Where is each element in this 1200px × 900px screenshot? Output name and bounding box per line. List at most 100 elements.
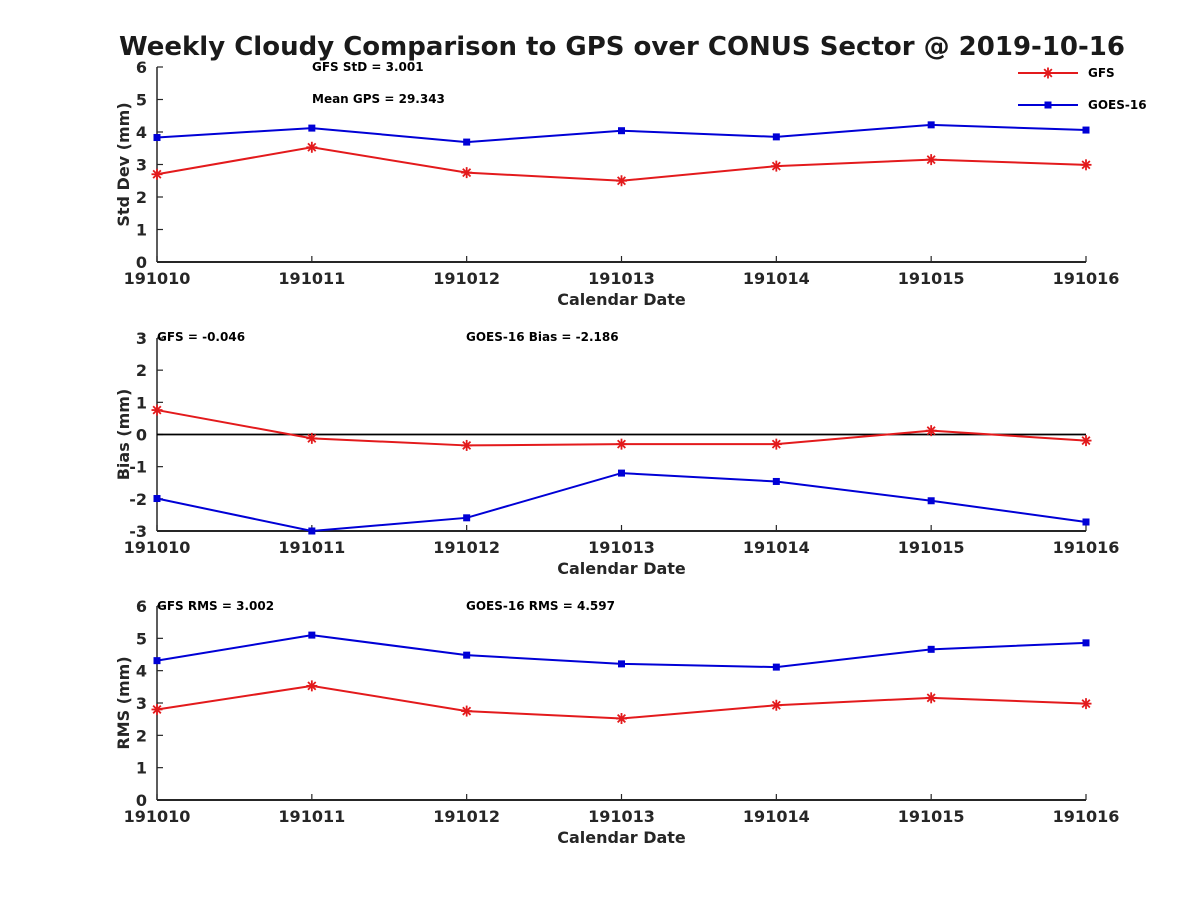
gfs-point: [306, 141, 318, 153]
gfs-point: [306, 680, 318, 692]
gfs-point-stroke-3: [152, 169, 162, 179]
gfs-point: [925, 425, 937, 437]
legend-gfs-marker-stroke-3: [1043, 68, 1053, 78]
rms-panel: 0 1 2 3 4 5 6 191010 191011 191012 191013 191014 191…: [114, 597, 1119, 847]
goes-16-point: [618, 469, 625, 477]
y-tick-label: 6: [136, 58, 147, 77]
gfs-point: [616, 175, 627, 187]
gfs-point: [1080, 159, 1092, 171]
gfs-point-stroke-3: [307, 681, 317, 691]
goes-16-point: [153, 134, 161, 142]
goes-16-point: [308, 631, 316, 639]
x-tick-label: 191016: [1053, 269, 1120, 288]
goes-16-point: [1082, 639, 1090, 647]
stat-annotation: GOES-16 RMS = 4.597: [466, 599, 615, 613]
gfs-point-stroke-3: [926, 155, 936, 165]
stat-annotation: GFS = -0.046: [157, 330, 245, 344]
gfs-point: [1080, 435, 1092, 447]
y-tick-label: -3: [129, 522, 147, 541]
gfs-point-stroke-3: [926, 426, 936, 436]
gfs-point: [151, 404, 163, 416]
y-axis-label: Std Dev (mm): [114, 102, 133, 226]
gfs-point-stroke-3: [771, 439, 781, 449]
gfs-point: [925, 154, 937, 166]
chart-title: Weekly Cloudy Comparison to GPS over CON…: [119, 32, 1125, 62]
goes-16-point: [153, 495, 161, 503]
goes-16-point: [1082, 126, 1090, 134]
std-dev-panel: 0 1 2 3 4 5 6 191010 191011 191012 191013 191014 191…: [114, 58, 1119, 309]
goes-16-point: [618, 127, 625, 135]
y-tick-label: 4: [136, 662, 147, 681]
gfs-point: [616, 438, 627, 450]
gfs-point: [151, 168, 163, 180]
legend-gfs-marker: [1042, 67, 1054, 79]
gfs-point-stroke-3: [617, 176, 626, 186]
gfs-point-stroke-3: [617, 439, 626, 449]
x-tick-label: 191016: [1053, 807, 1120, 826]
goes-16-point: [463, 514, 471, 522]
x-tick-label: 191012: [433, 538, 500, 557]
gfs-point-stroke-3: [617, 714, 626, 724]
y-tick-label: 6: [136, 597, 147, 616]
goes-16-point: [772, 663, 780, 671]
gfs-point-stroke-3: [462, 440, 472, 450]
goes-16-series-line: [156, 472, 1087, 533]
x-tick-label: 191015: [898, 807, 965, 826]
y-tick-label: 2: [136, 188, 147, 207]
x-tick-label: 191013: [588, 807, 655, 826]
goes-16-point: [1082, 518, 1090, 526]
gfs-point-stroke-3: [926, 693, 936, 703]
goes-16-point: [927, 645, 935, 653]
y-tick-label: 1: [136, 393, 147, 412]
x-tick-label: 191010: [124, 269, 191, 288]
goes-16-point: [463, 138, 471, 146]
legend-goes-label: GOES-16: [1088, 98, 1147, 112]
stat-annotation: GFS RMS = 3.002: [157, 599, 274, 613]
gfs-point-stroke-3: [462, 168, 472, 178]
y-tick-label: 1: [136, 221, 147, 240]
y-tick-label: 1: [136, 759, 147, 778]
goes-16-point: [308, 527, 316, 535]
y-tick-label: 5: [136, 629, 147, 648]
chart-legend: GFS GOES-16: [1018, 66, 1147, 112]
x-tick-label: 191014: [743, 807, 810, 826]
x-tick-label: 191012: [433, 269, 500, 288]
y-axis-label: RMS (mm): [114, 656, 133, 749]
y-tick-label: 2: [136, 361, 147, 380]
gfs-point-stroke-3: [152, 405, 162, 415]
x-axis-label: Calendar Date: [557, 828, 686, 847]
goes-16-point: [927, 497, 935, 505]
goes-16-point: [772, 477, 780, 485]
x-tick-label: 191015: [898, 538, 965, 557]
gfs-point: [616, 713, 627, 725]
gfs-point: [461, 167, 473, 179]
legend-gfs-label: GFS: [1088, 66, 1115, 80]
goes-16-point: [463, 651, 471, 659]
gfs-point-stroke-3: [771, 700, 781, 710]
y-tick-label: 5: [136, 91, 147, 110]
y-axis-label: Bias (mm): [114, 389, 133, 481]
gfs-point-stroke-3: [1081, 699, 1091, 709]
gfs-point-stroke-3: [307, 142, 317, 152]
x-axis-label: Calendar Date: [557, 559, 686, 578]
x-tick-label: 191010: [124, 538, 191, 557]
goes-16-point: [308, 124, 316, 132]
stat-annotation: GOES-16 Bias = -2.186: [466, 330, 619, 344]
x-tick-label: 191012: [433, 807, 500, 826]
y-tick-label: -2: [129, 490, 147, 509]
y-tick-label: 0: [136, 253, 147, 272]
x-tick-label: 191014: [743, 538, 810, 557]
gfs-point: [770, 160, 782, 172]
y-tick-label: 3: [136, 694, 147, 713]
goes-16-point: [927, 121, 935, 129]
legend-goes-marker: [1044, 101, 1052, 109]
x-tick-label: 191015: [898, 269, 965, 288]
bias-panel: -3 -2 -1 0 1 2 3 191010 191011 191012 191013 191014…: [114, 329, 1119, 578]
gfs-point: [770, 699, 782, 711]
x-tick-label: 191016: [1053, 538, 1120, 557]
gfs-point-stroke-3: [462, 706, 472, 716]
gfs-point: [1080, 698, 1092, 710]
goes-16-point: [772, 133, 780, 141]
gfs-point: [461, 705, 473, 717]
